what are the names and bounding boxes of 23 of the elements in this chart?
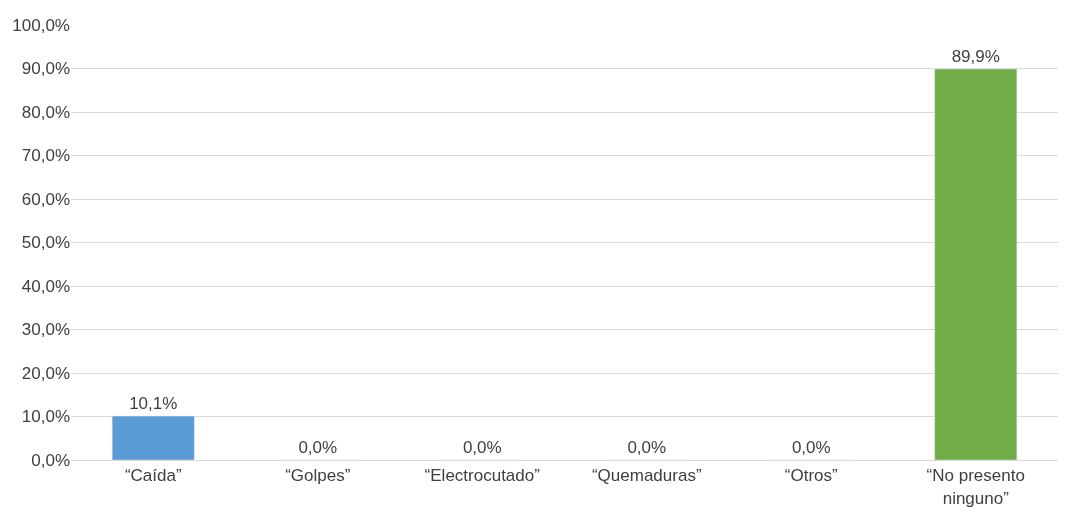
x-tick-label: “No presento ninguno” [926, 466, 1025, 508]
y-tick-label: 90,0% [21, 59, 70, 79]
data-label: 0,0% [462, 438, 502, 457]
x-tick-label: “Quemaduras” [591, 466, 702, 486]
y-tick-label: 20,0% [21, 363, 70, 383]
x-tick-label: “Electrocutado” [424, 466, 541, 486]
x-tick-label: “Otros” [784, 466, 839, 486]
data-label: 89,9% [951, 46, 1000, 66]
y-tick-label: 50,0% [21, 233, 70, 253]
x-tick-label: “Caída” [124, 466, 182, 486]
y-tick-label: 40,0% [21, 276, 70, 296]
data-label: 0,0% [298, 438, 338, 457]
y-tick-label: 10,0% [21, 407, 70, 427]
x-tick-label: “Golpes” [285, 466, 351, 486]
y-tick-label: 0,0% [31, 450, 70, 470]
y-tick-label: 70,0% [21, 146, 70, 166]
y-tick-label: 100,0% [12, 15, 70, 35]
y-tick-label: 30,0% [21, 320, 70, 340]
y-tick-label: 60,0% [21, 189, 70, 209]
y-tick-label: 80,0% [21, 102, 70, 122]
data-label: 10,1% [129, 394, 178, 414]
data-label: 0,0% [791, 438, 831, 457]
data-label: 0,0% [627, 438, 667, 457]
